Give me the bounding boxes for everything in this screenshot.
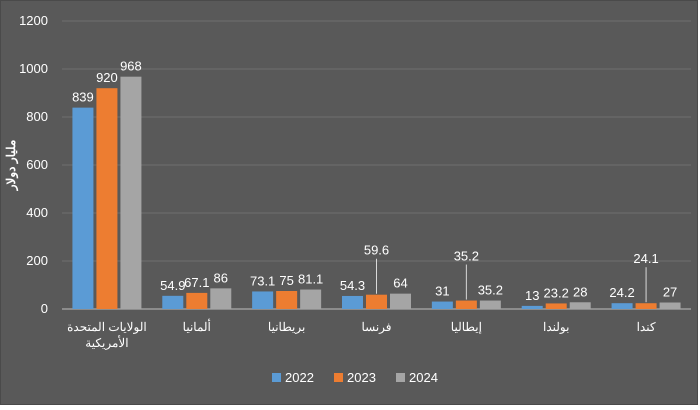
bar-2024 xyxy=(659,302,681,309)
bar-2023 xyxy=(186,292,208,309)
bar-2022 xyxy=(611,303,633,309)
category-label: بولندا xyxy=(543,320,569,334)
bar-2024 xyxy=(210,288,232,309)
data-label: 920 xyxy=(96,70,118,85)
y-tick-label: 1200 xyxy=(19,13,48,28)
data-label: 35.2 xyxy=(454,249,479,264)
data-label: 27 xyxy=(663,285,677,300)
data-label: 839 xyxy=(72,90,94,105)
data-label: 73.1 xyxy=(250,273,275,288)
data-label: 54.9 xyxy=(160,278,185,293)
y-tick-label: 1000 xyxy=(19,61,48,76)
bar-2024 xyxy=(390,293,411,309)
category-label: الأمريكية xyxy=(85,335,128,350)
bar-2024 xyxy=(300,289,322,309)
legend-swatch-2022 xyxy=(272,373,281,382)
category-label: كندا xyxy=(637,320,656,334)
data-label: 24.1 xyxy=(633,251,658,266)
y-tick-label: 400 xyxy=(26,205,48,220)
category-label: ألمانيا xyxy=(183,319,211,334)
category-label: إيطاليا xyxy=(451,320,482,335)
legend-label: 2024 xyxy=(409,370,438,385)
data-label: 54.3 xyxy=(340,278,365,293)
data-label: 81.1 xyxy=(298,272,323,287)
data-label: 24.2 xyxy=(609,285,634,300)
bar-2023 xyxy=(635,303,657,309)
y-tick-label: 0 xyxy=(41,301,48,316)
y-tick-label: 200 xyxy=(26,253,48,268)
category-label: فرنسا xyxy=(361,320,391,334)
data-label: 35.2 xyxy=(478,283,503,298)
category-label: الولايات المتحدة xyxy=(67,320,147,334)
legend-swatch-2023 xyxy=(334,373,343,382)
category-label: بريطانيا xyxy=(268,320,305,334)
data-label: 968 xyxy=(120,59,142,74)
bar-2024 xyxy=(569,302,591,309)
data-label: 59.6 xyxy=(364,243,389,258)
bar-2022 xyxy=(431,301,453,309)
data-label: 86 xyxy=(214,270,228,285)
bar-2022 xyxy=(342,295,363,309)
bar-2023 xyxy=(366,294,387,309)
data-label: 23.2 xyxy=(544,285,569,300)
y-axis-title: مليار دولار xyxy=(4,140,19,192)
bar-2022 xyxy=(521,305,543,309)
bar-2023 xyxy=(545,303,567,309)
data-label: 13 xyxy=(525,288,539,303)
data-label: 75 xyxy=(279,273,293,288)
y-tick-label: 600 xyxy=(26,157,48,172)
bar-2024 xyxy=(120,76,142,310)
bar-2023 xyxy=(96,88,118,309)
bar-2022 xyxy=(162,295,184,309)
legend-label: 2023 xyxy=(347,370,376,385)
legend-label: 2022 xyxy=(285,370,314,385)
bar-2022 xyxy=(72,107,94,309)
data-label: 64 xyxy=(393,276,407,291)
data-label: 67.1 xyxy=(184,275,209,290)
y-tick-label: 800 xyxy=(26,109,48,124)
data-label: 31 xyxy=(435,284,449,299)
legend-swatch-2024 xyxy=(396,373,405,382)
bar-2024 xyxy=(479,300,501,309)
data-label: 28 xyxy=(573,284,587,299)
bar-2023 xyxy=(455,300,477,309)
bar-2023 xyxy=(276,291,298,309)
bar-chart: 0 200 400 600 800 1000 1200 مليار دولار 83992096… xyxy=(4,13,691,385)
bar-2022 xyxy=(252,291,274,309)
